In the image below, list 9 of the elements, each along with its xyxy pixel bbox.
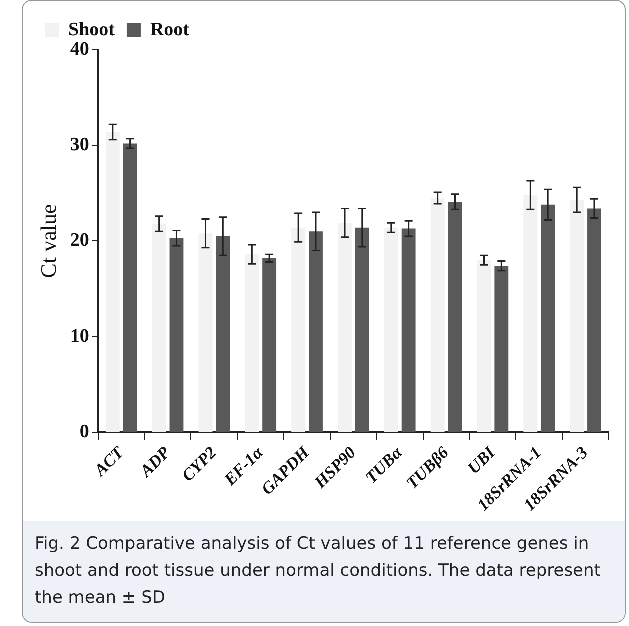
legend-label: Root <box>150 19 190 40</box>
y-axis-title: Ct value <box>36 204 61 278</box>
caption: Fig. 2 Comparative analysis of Ct values of 11 reference genes in shoot and root tissue under normal conditions. The data represent the mean ± SD <box>35 533 602 610</box>
legend-label: Shoot <box>68 19 116 40</box>
y-tick-label: 0 <box>80 421 90 442</box>
y-tick-label: 20 <box>70 230 90 252</box>
y-tick-label: 10 <box>70 326 90 347</box>
y-tick-label: 30 <box>70 134 90 156</box>
y-tick-label: 40 <box>70 38 90 60</box>
